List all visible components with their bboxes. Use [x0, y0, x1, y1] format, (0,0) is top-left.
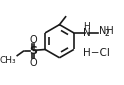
Text: NH: NH: [99, 26, 113, 36]
Text: O: O: [29, 58, 37, 68]
Text: S: S: [29, 46, 37, 56]
Text: 2: 2: [105, 29, 109, 38]
Text: H−Cl: H−Cl: [83, 48, 109, 58]
Text: CH₃: CH₃: [0, 56, 16, 65]
Text: H: H: [83, 22, 90, 31]
Text: O: O: [29, 35, 37, 45]
Text: N: N: [83, 28, 90, 38]
